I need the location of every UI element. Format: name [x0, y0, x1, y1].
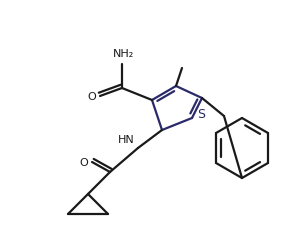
Text: NH₂: NH₂	[113, 49, 135, 59]
Text: O: O	[80, 158, 88, 168]
Text: HN: HN	[118, 135, 134, 145]
Text: O: O	[88, 92, 96, 102]
Text: S: S	[197, 109, 205, 122]
